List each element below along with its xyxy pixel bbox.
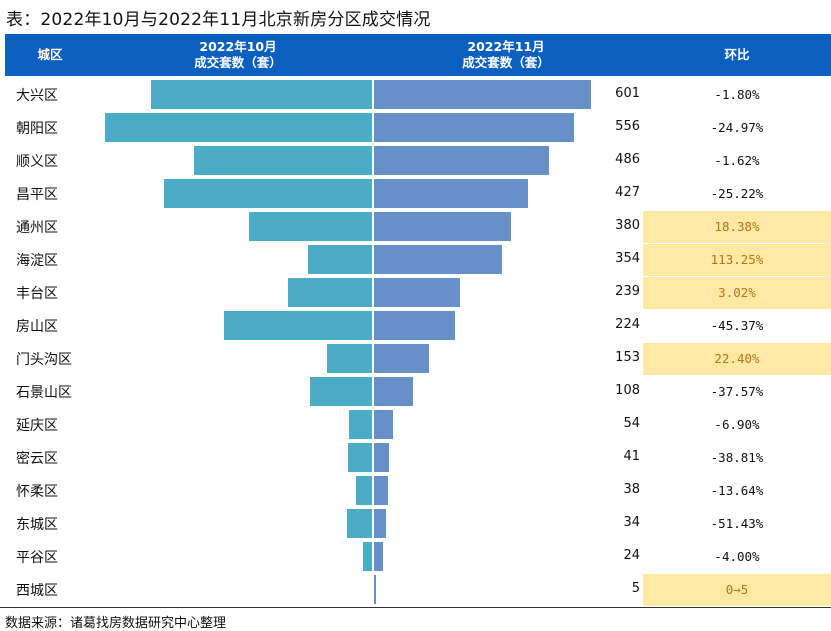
header-change-label: 环比 <box>724 47 750 62</box>
oct-bar <box>224 311 372 340</box>
oct-bar <box>356 476 372 505</box>
oct-bar <box>248 212 372 241</box>
oct-bar <box>308 245 372 274</box>
district-label: 通州区 <box>16 220 58 236</box>
footer-divider <box>0 607 831 608</box>
change-value: 3.02% <box>643 277 831 309</box>
data-source: 数据来源：诸葛找房数据研究中心整理 <box>5 616 227 631</box>
change-value: 18.38% <box>643 211 831 243</box>
oct-bar <box>326 344 372 373</box>
change-value: -24.97% <box>710 120 764 135</box>
nov-value: 427 <box>615 185 640 200</box>
nov-bar <box>374 245 502 274</box>
nov-bar <box>374 113 575 142</box>
district-label: 丰台区 <box>16 286 58 302</box>
change-value: -51.43% <box>710 516 764 531</box>
header-district-label: 城区 <box>37 47 63 62</box>
nov-value: 224 <box>615 317 640 332</box>
district-label: 东城区 <box>16 517 58 533</box>
district-label: 延庆区 <box>16 418 58 434</box>
header-oct-line1: 2022年10月 <box>199 39 277 54</box>
nov-value: 5 <box>631 581 640 596</box>
change-value: 0→5 <box>643 574 831 606</box>
district-label: 海淀区 <box>16 253 58 269</box>
oct-bar <box>288 278 372 307</box>
nov-value: 239 <box>615 284 640 299</box>
oct-bar <box>309 377 372 406</box>
nov-bar <box>374 542 383 571</box>
change-value: 113.25% <box>643 244 831 276</box>
header-change: 环比 <box>643 34 831 76</box>
nov-bar <box>374 509 387 538</box>
change-value: -4.00% <box>714 549 760 564</box>
district-label: 西城区 <box>16 583 58 599</box>
oct-bar <box>163 179 372 208</box>
oct-bar <box>194 146 372 175</box>
district-label: 朝阳区 <box>16 121 58 137</box>
change-value: -1.80% <box>714 87 760 102</box>
change-value: -45.37% <box>710 318 764 333</box>
nov-value: 38 <box>623 482 640 497</box>
oct-bar <box>347 443 372 472</box>
nov-bar <box>374 311 455 340</box>
oct-bar <box>105 113 372 142</box>
oct-bar <box>348 410 372 439</box>
change-value: -37.57% <box>710 384 764 399</box>
district-label: 怀柔区 <box>16 484 58 500</box>
header-nov-line1: 2022年11月 <box>467 39 545 54</box>
change-value: -6.90% <box>714 417 760 432</box>
nov-bar <box>374 146 550 175</box>
district-label: 房山区 <box>16 319 58 335</box>
change-value: 22.40% <box>643 343 831 375</box>
nov-bar <box>374 575 376 604</box>
nov-value: 354 <box>615 251 640 266</box>
nov-bar <box>374 80 591 109</box>
nov-bar <box>374 179 528 208</box>
page-title: 表：2022年10月与2022年11月北京新房分区成交情况 <box>6 10 431 30</box>
district-label: 石景山区 <box>16 385 72 401</box>
district-label: 顺义区 <box>16 154 58 170</box>
change-value: -1.62% <box>714 153 760 168</box>
nov-bar <box>374 278 461 307</box>
nov-value: 108 <box>615 383 640 398</box>
district-label: 门头沟区 <box>16 352 72 368</box>
nov-value: 34 <box>623 515 640 530</box>
header-district: 城区 <box>5 34 95 76</box>
nov-value: 556 <box>615 119 640 134</box>
nov-value: 24 <box>623 548 640 563</box>
oct-bar <box>151 80 372 109</box>
change-value: -13.64% <box>710 483 764 498</box>
table-header: 城区 2022年10月 成交套数（套） 2022年11月 成交套数（套） 环比 <box>5 34 831 76</box>
nov-value: 380 <box>615 218 640 233</box>
district-label: 密云区 <box>16 451 58 467</box>
district-label: 昌平区 <box>16 187 58 203</box>
header-oct-line2: 成交套数（套） <box>194 55 282 70</box>
nov-value: 601 <box>615 86 640 101</box>
change-value: -25.22% <box>710 186 764 201</box>
oct-bar <box>346 509 372 538</box>
header-nov: 2022年11月 成交套数（套） <box>371 34 641 76</box>
nov-bar <box>374 344 430 373</box>
district-label: 平谷区 <box>16 550 58 566</box>
nov-value: 54 <box>623 416 640 431</box>
nov-value: 486 <box>615 152 640 167</box>
nov-bar <box>374 212 511 241</box>
header-nov-line2: 成交套数（套） <box>462 55 550 70</box>
header-oct: 2022年10月 成交套数（套） <box>105 34 371 76</box>
nov-bar <box>374 410 394 439</box>
oct-bar <box>362 542 372 571</box>
change-value: -38.81% <box>710 450 764 465</box>
nov-value: 41 <box>623 449 640 464</box>
nov-bar <box>374 476 388 505</box>
nov-bar <box>374 443 389 472</box>
nov-bar <box>374 377 413 406</box>
nov-value: 153 <box>615 350 640 365</box>
district-label: 大兴区 <box>16 88 58 104</box>
